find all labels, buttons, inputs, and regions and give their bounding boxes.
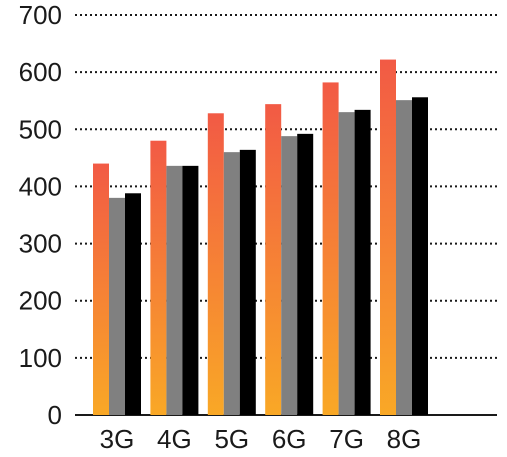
y-tick-label: 500 xyxy=(19,114,62,144)
y-tick-label: 0 xyxy=(48,400,62,430)
bar-7G-series-2 xyxy=(338,112,355,416)
bar-6G-series-3 xyxy=(297,133,314,415)
x-tick-label: 7G xyxy=(329,424,364,454)
x-tick-label: 5G xyxy=(214,424,249,454)
bar-8G-series-1 xyxy=(380,59,396,415)
bar-7G-series-1 xyxy=(322,82,339,415)
y-tick-label: 300 xyxy=(19,229,62,259)
labels-layer: 0 100 200 300 400 500 600 700 3G 4G 5G 6G 7G 8G xyxy=(19,0,422,454)
y-tick-label: 200 xyxy=(19,286,62,316)
bar-5G-series-3 xyxy=(239,149,256,415)
x-tick-label: 6G xyxy=(272,424,307,454)
x-tick-label: 3G xyxy=(100,424,135,454)
bar-3G-series-3 xyxy=(125,193,141,415)
bar-7G-series-3 xyxy=(354,109,371,415)
bar-3G-series-1 xyxy=(93,163,109,415)
x-tick-label: 8G xyxy=(387,424,422,454)
y-tick-label: 600 xyxy=(19,57,62,87)
bar-4G-series-1 xyxy=(150,140,167,415)
bar-4G-series-2 xyxy=(166,165,183,415)
y-tick-label: 700 xyxy=(19,0,62,30)
bar-8G-series-2 xyxy=(396,100,412,416)
bar-8G-series-3 xyxy=(412,97,428,416)
bars-layer xyxy=(93,59,428,416)
bar-3G-series-2 xyxy=(109,197,125,415)
bar-5G-series-2 xyxy=(223,152,240,415)
bar-6G-series-2 xyxy=(281,136,298,415)
bar-5G-series-1 xyxy=(207,113,224,416)
x-tick-label: 4G xyxy=(157,424,192,454)
bar-6G-series-1 xyxy=(265,104,282,416)
y-tick-label: 400 xyxy=(19,171,62,201)
y-tick-label: 100 xyxy=(19,343,62,373)
bar-4G-series-3 xyxy=(182,165,199,415)
